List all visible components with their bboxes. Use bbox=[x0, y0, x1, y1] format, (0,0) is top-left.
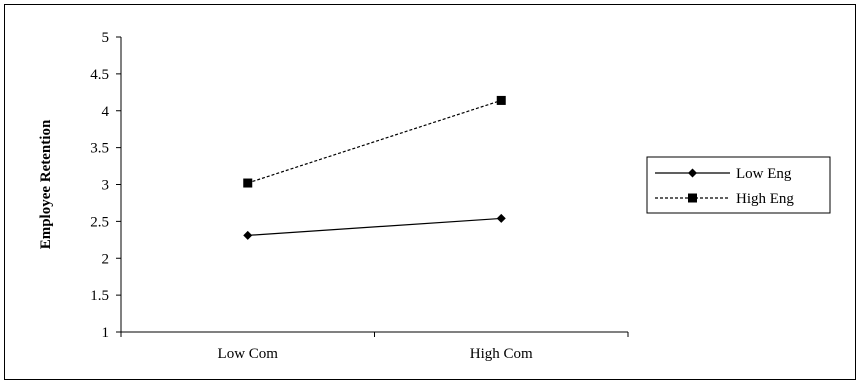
legend-marker bbox=[688, 193, 697, 203]
y-tick-label: 2 bbox=[102, 251, 110, 267]
data-point-high-eng bbox=[496, 95, 506, 105]
y-tick-label: 3.5 bbox=[90, 141, 109, 157]
legend-label: High Eng bbox=[736, 191, 794, 207]
y-tick-label: 5 bbox=[102, 30, 110, 46]
legend-label: Low Eng bbox=[736, 166, 792, 182]
y-tick-label: 2.5 bbox=[90, 214, 109, 230]
x-axis-ticks: Low Com High Com bbox=[120, 332, 629, 362]
series-layer bbox=[243, 95, 506, 240]
x-tick-label: Low Com bbox=[218, 346, 279, 362]
series-line-high-eng bbox=[247, 99, 502, 184]
legend: Low Eng High Eng bbox=[646, 156, 831, 214]
data-point-low-eng bbox=[496, 213, 506, 223]
series-line-low-eng bbox=[247, 217, 502, 236]
plot-area: 1 1.5 2 2.5 3 3.5 4 4.5 5 Low Com High Com bbox=[90, 30, 629, 362]
y-tick-label: 4.5 bbox=[90, 67, 109, 83]
legend-marker bbox=[688, 168, 697, 178]
y-tick-label: 1.5 bbox=[90, 288, 109, 304]
x-tick-label: High Com bbox=[470, 346, 533, 362]
y-tick-label: 1 bbox=[102, 325, 110, 341]
y-tick-label: 3 bbox=[102, 178, 110, 194]
y-tick-label: 4 bbox=[102, 104, 110, 120]
y-axis-title: Employee Retention bbox=[38, 119, 54, 249]
legend-box bbox=[646, 156, 831, 214]
y-axis-ticks: 1 1.5 2 2.5 3 3.5 4 4.5 5 bbox=[90, 30, 121, 341]
data-point-high-eng bbox=[243, 178, 253, 188]
data-point-low-eng bbox=[243, 230, 253, 240]
